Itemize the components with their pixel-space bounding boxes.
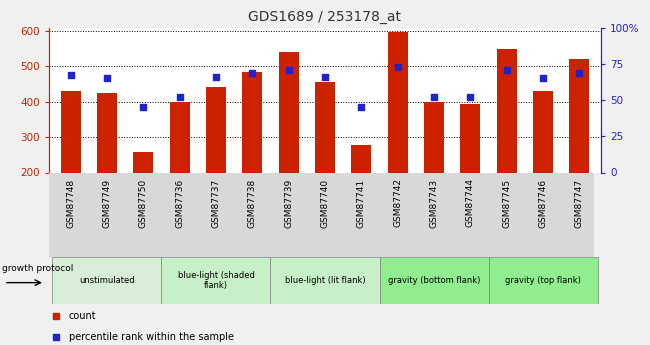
Text: GSM87749: GSM87749 [103, 178, 111, 228]
Bar [460, 104, 480, 172]
Text: count: count [68, 311, 96, 321]
Text: GSM87737: GSM87737 [211, 178, 220, 228]
Bar [315, 82, 335, 172]
Bar [424, 102, 444, 172]
Point [289, 58, 299, 63]
Point [393, 64, 403, 69]
Text: gravity (bottom flank): gravity (bottom flank) [388, 276, 480, 285]
Text: GSM87744: GSM87744 [466, 178, 475, 227]
Text: GSM87743: GSM87743 [430, 178, 439, 228]
Bar [380, 257, 489, 304]
Text: GSM87738: GSM87738 [248, 178, 257, 228]
Point [429, 95, 439, 100]
Bar [60, 91, 81, 172]
Text: GSM87750: GSM87750 [138, 178, 148, 228]
Bar [97, 93, 117, 172]
Point [174, 95, 185, 100]
Text: GSM87736: GSM87736 [175, 178, 184, 228]
Bar [489, 257, 597, 304]
Point [247, 70, 257, 75]
Point [283, 67, 294, 72]
Bar [279, 52, 298, 172]
Point [320, 74, 330, 80]
Text: growth protocol: growth protocol [3, 264, 74, 273]
Bar [533, 90, 553, 172]
Bar [569, 59, 590, 172]
Text: GSM87747: GSM87747 [575, 178, 584, 228]
Bar [352, 145, 371, 172]
Text: GSM87746: GSM87746 [539, 178, 547, 228]
Text: gravity (top flank): gravity (top flank) [505, 276, 581, 285]
Bar [206, 87, 226, 172]
Bar [497, 49, 517, 172]
Point [502, 67, 512, 72]
Bar [161, 257, 270, 304]
Bar [133, 152, 153, 172]
Text: blue-light (shaded
flank): blue-light (shaded flank) [177, 270, 254, 290]
Bar [242, 72, 263, 172]
Point [211, 74, 221, 80]
Bar [53, 257, 161, 304]
Text: unstimulated: unstimulated [79, 276, 135, 285]
Point [356, 105, 367, 110]
Text: GSM87739: GSM87739 [284, 178, 293, 228]
Text: GSM87742: GSM87742 [393, 178, 402, 227]
Bar [387, 32, 408, 173]
Point [289, 246, 299, 252]
Text: GSM87740: GSM87740 [320, 178, 330, 228]
Bar [270, 257, 380, 304]
Text: percentile rank within the sample: percentile rank within the sample [68, 332, 233, 342]
Text: blue-light (lit flank): blue-light (lit flank) [285, 276, 365, 285]
Text: GSM87741: GSM87741 [357, 178, 366, 228]
Title: GDS1689 / 253178_at: GDS1689 / 253178_at [248, 10, 402, 24]
Text: GSM87745: GSM87745 [502, 178, 512, 228]
Point [538, 76, 549, 81]
Point [465, 95, 476, 100]
Point [138, 105, 148, 110]
Bar [170, 102, 190, 172]
Point [574, 70, 584, 75]
Text: GSM87748: GSM87748 [66, 178, 75, 228]
Point [101, 76, 112, 81]
Point [66, 73, 76, 78]
